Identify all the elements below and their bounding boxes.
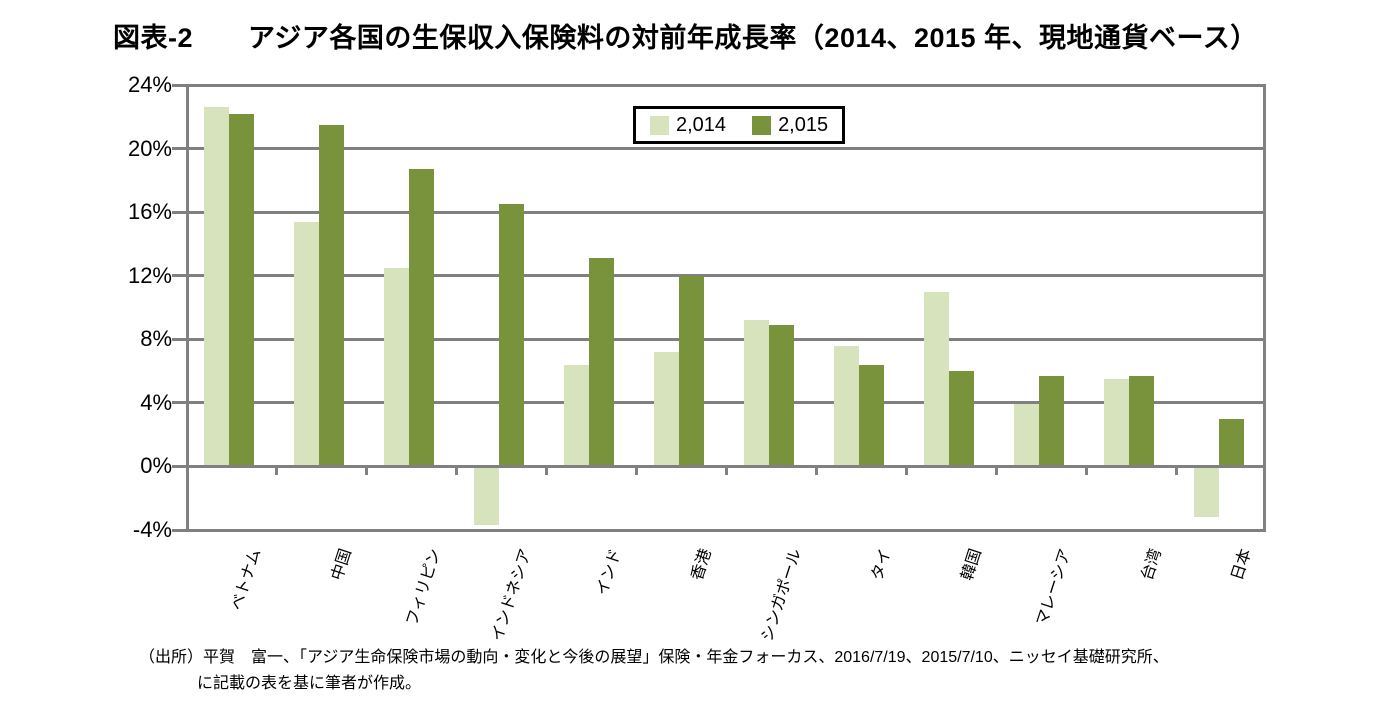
gridline--4% xyxy=(186,528,1266,532)
legend-label-2014: 2,014 xyxy=(676,113,727,136)
x-label-5: 香港 xyxy=(688,546,715,583)
legend-label-2015: 2,015 xyxy=(778,113,829,136)
y-tick-label--4%: -4% xyxy=(132,517,172,542)
legend-swatch-2014 xyxy=(650,115,669,135)
bar-2015-5 xyxy=(679,275,704,467)
x-axis-tick-1 xyxy=(274,464,278,475)
y-tick-label-24%: 24% xyxy=(127,72,172,97)
plot-right-border xyxy=(1263,85,1266,530)
bar-2015-10 xyxy=(1129,375,1154,467)
source-note: （出所）平賀 富一、「アジア生命保険市場の動向・変化と今後の展望」保険・年金フォ… xyxy=(139,645,1169,697)
legend: 2,014 2,015 xyxy=(633,106,846,144)
x-axis-tick-7 xyxy=(814,464,818,475)
x-axis-tick-11 xyxy=(1174,464,1178,475)
bar-2015-0 xyxy=(229,113,254,467)
x-axis-tick-9 xyxy=(994,464,998,475)
bar-2014-8 xyxy=(924,291,949,467)
bar-2014-2 xyxy=(384,267,409,467)
x-axis-tick-4 xyxy=(544,464,548,475)
bar-2014-10 xyxy=(1104,379,1129,467)
bar-2014-1 xyxy=(294,221,319,467)
gridline-20% xyxy=(186,147,1266,151)
y-axis-line xyxy=(186,85,189,530)
source-line-2: に記載の表を基に筆者が作成。 xyxy=(197,675,422,692)
gridline-8% xyxy=(186,337,1266,341)
y-tick-mark--4% xyxy=(172,528,186,532)
x-axis-tick-5 xyxy=(634,464,638,475)
bar-2015-6 xyxy=(769,324,794,467)
y-tick-mark-20% xyxy=(172,147,186,151)
bar-2015-9 xyxy=(1039,375,1064,467)
y-tick-mark-16% xyxy=(172,210,186,214)
x-axis-tick-3 xyxy=(454,464,458,475)
x-axis-tick-6 xyxy=(724,464,728,475)
bar-2014-9 xyxy=(1014,404,1039,467)
bar-2014-4 xyxy=(564,364,589,467)
gridline-4% xyxy=(186,401,1266,405)
x-label-2: フィリピン xyxy=(404,546,445,628)
x-axis-tick-2 xyxy=(364,464,368,475)
plot-area: 2,014 2,015 xyxy=(186,83,1266,532)
x-label-8: 韓国 xyxy=(958,546,985,583)
x-label-10: 台湾 xyxy=(1138,546,1165,583)
y-tick-mark-0% xyxy=(172,464,186,468)
bar-2015-7 xyxy=(859,364,884,467)
bar-2014-7 xyxy=(834,345,859,467)
bar-2014-5 xyxy=(654,352,679,467)
bar-2015-1 xyxy=(319,124,344,467)
bar-2015-8 xyxy=(949,371,974,467)
gridline-12% xyxy=(186,274,1266,278)
chart-title: 図表-2 アジア各国の生保収入保険料の対前年成長率（2014、2015 年、現地… xyxy=(113,23,1258,53)
y-tick-mark-24% xyxy=(172,83,186,87)
bar-2015-11 xyxy=(1219,418,1244,467)
x-label-0: ベトナム xyxy=(229,546,265,613)
x-label-1: 中国 xyxy=(328,546,355,583)
bar-2014-3 xyxy=(474,467,499,525)
source-line-1: （出所）平賀 富一、「アジア生命保険市場の動向・変化と今後の展望」保険・年金フォ… xyxy=(139,649,1169,666)
x-axis-tick-10 xyxy=(1084,464,1088,475)
gridline-16% xyxy=(186,210,1266,214)
bar-2015-4 xyxy=(589,258,614,467)
gridline-24% xyxy=(186,83,1266,87)
bar-2014-11 xyxy=(1194,467,1219,517)
bar-2015-2 xyxy=(409,169,434,467)
y-tick-mark-12% xyxy=(172,274,186,278)
bar-2014-6 xyxy=(744,320,769,467)
y-tick-label-8%: 8% xyxy=(140,326,172,352)
legend-swatch-2015 xyxy=(752,115,772,135)
bar-2015-3 xyxy=(499,204,524,467)
x-axis-tick-8 xyxy=(904,464,908,475)
x-label-11: 日本 xyxy=(1228,546,1255,583)
y-tick-label-20%: 20% xyxy=(127,135,172,161)
x-label-7: タイ xyxy=(868,546,895,583)
y-tick-label-0%: 0% xyxy=(140,453,172,479)
x-label-4: インド xyxy=(593,546,625,598)
y-tick-mark-4% xyxy=(172,401,186,405)
x-label-6: シンガポール xyxy=(759,546,805,644)
x-label-3: インドネシア xyxy=(489,546,535,644)
x-label-9: マレーシア xyxy=(1034,546,1075,628)
y-tick-label-12%: 12% xyxy=(127,262,172,288)
bar-2014-0 xyxy=(204,107,229,467)
y-tick-label-16%: 16% xyxy=(127,199,172,225)
y-tick-mark-8% xyxy=(172,337,186,341)
y-tick-label-4%: 4% xyxy=(140,389,172,415)
